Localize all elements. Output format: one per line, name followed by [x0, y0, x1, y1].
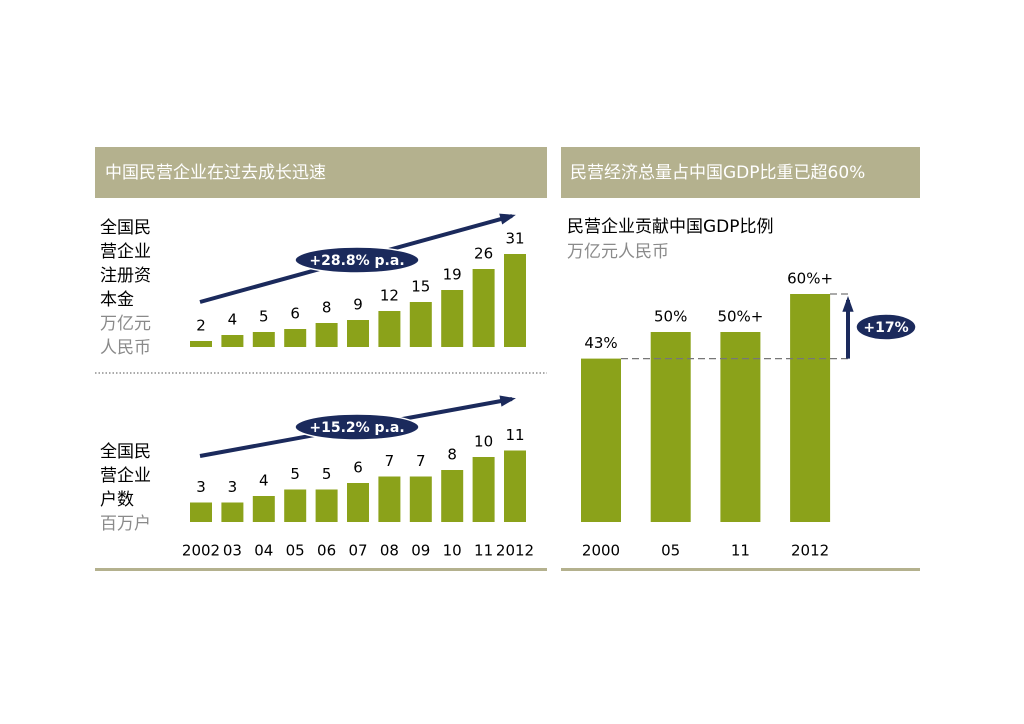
value-label: 50%+: [717, 308, 763, 326]
value-label: 7: [385, 452, 395, 470]
bar: [650, 332, 691, 522]
chart-unit: 万亿元人民币: [100, 314, 151, 358]
value-label: 50%: [654, 308, 687, 326]
x-tick-label: 10: [443, 542, 462, 560]
annotation: +15.2% p.a.: [309, 420, 404, 436]
arrow-head: [499, 213, 516, 225]
footer-line: [95, 568, 547, 571]
header: 民营经济总量占中国GDP比重已超60%: [570, 163, 865, 183]
value-label: 26: [474, 245, 493, 263]
value-label: 3: [228, 478, 238, 496]
value-label: 8: [322, 299, 332, 317]
value-label: 9: [353, 296, 363, 314]
bar: [315, 489, 338, 522]
value-label: 5: [259, 308, 269, 326]
x-tick-label: 2002: [182, 542, 220, 560]
bar: [720, 332, 761, 522]
header-box: [95, 147, 547, 198]
value-label: 6: [290, 305, 300, 323]
bar: [190, 341, 212, 347]
bar: [790, 294, 831, 522]
value-label: 4: [259, 472, 269, 490]
header: 中国民营企业在过去成长迅速: [105, 163, 326, 183]
bar: [252, 496, 275, 522]
annotation-pill: [294, 413, 420, 441]
value-label: 19: [443, 266, 462, 284]
bar: [504, 450, 526, 522]
chart-title: 民营企业贡献中国GDP比例: [567, 217, 774, 237]
chart-label: 全国民营企业注册资本金: [100, 218, 151, 310]
arrow-head: [499, 395, 516, 407]
bar: [252, 332, 275, 347]
bar: [378, 476, 401, 522]
x-tick-label: 08: [380, 542, 399, 560]
bar: [504, 254, 526, 347]
bar: [581, 358, 621, 522]
chart-unit: 百万户: [100, 514, 151, 534]
value-label: 8: [447, 446, 457, 464]
annotation-pill: [294, 246, 420, 274]
x-tick-label: 04: [254, 542, 273, 560]
footer-line: [561, 568, 920, 571]
value-label: 60%+: [787, 270, 833, 288]
value-label: 5: [290, 465, 300, 483]
value-label: 31: [505, 230, 524, 248]
value-label: 7: [416, 452, 426, 470]
value-label: 10: [474, 433, 493, 451]
bar: [284, 329, 307, 347]
bar: [315, 323, 338, 347]
value-label: 11: [505, 426, 524, 444]
x-tick-label: 2012: [791, 542, 829, 560]
x-tick-label: 2000: [582, 542, 620, 560]
bar: [441, 290, 464, 347]
x-tick-label: 03: [223, 542, 242, 560]
annotation: +17%: [863, 320, 908, 336]
bar: [221, 502, 244, 522]
annotation: +28.8% p.a.: [309, 253, 404, 269]
bar: [409, 302, 432, 347]
x-tick-label: 05: [661, 542, 680, 560]
arrow-head: [842, 296, 854, 312]
bar: [284, 489, 307, 522]
value-label: 12: [380, 287, 399, 305]
bar: [347, 483, 369, 522]
x-tick-label: 11: [731, 542, 750, 560]
header-box: [561, 147, 920, 198]
x-tick-label: 09: [411, 542, 430, 560]
bar: [409, 476, 432, 522]
x-tick-label: 07: [348, 542, 367, 560]
x-tick-label: 11: [474, 542, 493, 560]
bar: [441, 470, 464, 522]
value-label: 6: [353, 459, 363, 477]
value-label: 3: [196, 478, 206, 496]
bar: [221, 335, 244, 347]
bar: [378, 311, 401, 347]
bar: [472, 457, 495, 522]
value-label: 4: [228, 311, 238, 329]
bar: [347, 320, 369, 347]
chart-label: 全国民营企业户数: [100, 442, 151, 510]
x-tick-label: 2012: [496, 542, 534, 560]
chart-subtitle: 万亿元人民币: [567, 242, 669, 262]
value-label: 5: [322, 465, 332, 483]
value-label: 43%: [584, 334, 617, 352]
x-tick-label: 05: [286, 542, 305, 560]
bar: [472, 269, 495, 347]
value-label: 15: [411, 278, 430, 296]
value-label: 2: [196, 317, 206, 335]
annotation-pill: [855, 313, 917, 341]
bar: [190, 502, 212, 522]
x-tick-label: 06: [317, 542, 336, 560]
